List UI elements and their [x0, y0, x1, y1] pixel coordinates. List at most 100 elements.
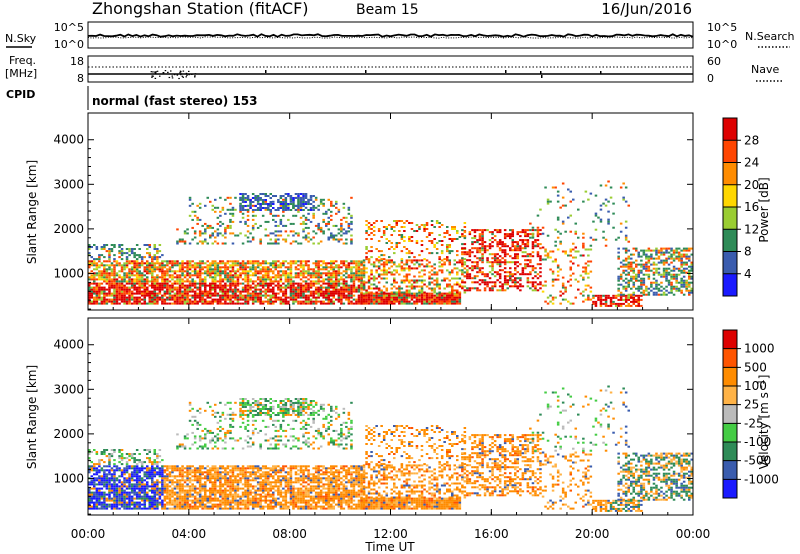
power-cell: [120, 266, 124, 269]
power-cell: [491, 273, 494, 276]
power-cell: [458, 269, 462, 272]
velocity-cell: [108, 487, 111, 490]
power-cell: [261, 294, 265, 297]
power-cell: [662, 267, 666, 270]
power-cell: [423, 226, 426, 229]
power-cell: [433, 246, 436, 249]
power-cell: [204, 282, 207, 285]
power-cell: [622, 285, 625, 288]
power-cell: [193, 290, 197, 293]
power-cell: [158, 276, 162, 279]
power-cell: [375, 294, 378, 297]
power-cell: [599, 208, 603, 211]
velocity-cell: [125, 497, 129, 500]
power-cell: [390, 302, 394, 305]
power-cell: [100, 254, 104, 257]
power-cell: [393, 279, 396, 282]
power-cell: [377, 292, 381, 295]
power-cell: [393, 252, 396, 255]
power-cell: [385, 226, 389, 229]
power-cell: [526, 285, 530, 288]
velocity-cell: [146, 487, 149, 490]
colorbar-swatch: [723, 251, 737, 275]
power-cell: [110, 280, 114, 283]
power-cell: [325, 298, 328, 301]
velocity-cell: [135, 487, 139, 490]
power-cell: [277, 207, 280, 210]
power-cell: [521, 247, 525, 250]
power-cell: [196, 270, 199, 273]
power-cell: [246, 209, 250, 212]
power-cell: [509, 271, 512, 274]
power-cell: [375, 296, 378, 299]
power-cell: [292, 240, 295, 243]
power-cell: [635, 287, 638, 290]
velocity-cell: [95, 487, 99, 490]
power-cell: [292, 276, 295, 279]
power-cell: [123, 288, 126, 291]
power-cell: [325, 264, 328, 267]
power-cell: [176, 270, 179, 273]
power-cell: [511, 275, 515, 278]
power-cell: [125, 300, 129, 303]
power-cell: [491, 289, 494, 292]
power-cell: [458, 285, 462, 288]
power-cell: [496, 229, 499, 232]
power-cell: [481, 281, 484, 284]
power-cell: [448, 244, 452, 247]
power-cell: [259, 300, 262, 303]
power-cell: [307, 201, 310, 204]
power-cell: [287, 274, 290, 277]
power-cell: [214, 240, 217, 243]
power-cell: [352, 284, 356, 287]
power-cell: [322, 278, 325, 281]
power-cell: [314, 260, 318, 263]
power-cell: [254, 284, 257, 287]
power-cell: [274, 209, 278, 212]
power-cell: [627, 285, 631, 288]
power-cell: [514, 285, 517, 288]
power-cell: [307, 240, 310, 243]
power-cell: [128, 298, 131, 301]
power-cell: [287, 218, 290, 221]
power-cell: [317, 290, 320, 293]
freq-scatter-point: [179, 70, 182, 72]
power-cell: [156, 266, 159, 269]
power-cell: [219, 262, 222, 265]
power-cell: [246, 262, 250, 265]
power-cell: [360, 296, 363, 299]
power-cell: [161, 260, 164, 263]
power-cell: [617, 289, 620, 292]
velocity-cell: [123, 489, 126, 492]
power-cell: [521, 273, 525, 276]
power-cell: [133, 288, 136, 291]
power-cell: [140, 258, 144, 261]
power-cell: [209, 294, 212, 297]
power-cell: [481, 245, 484, 248]
power-cell: [181, 240, 184, 243]
power-cell: [446, 296, 449, 299]
power-cell: [249, 207, 252, 210]
power-cell: [342, 262, 346, 265]
power-cell: [113, 280, 116, 283]
power-cell: [350, 278, 353, 281]
velocity-cell: [161, 493, 164, 496]
velocity-cell: [135, 503, 139, 506]
power-cell: [211, 292, 215, 295]
power-cell: [110, 248, 114, 251]
power-cell: [657, 261, 661, 264]
power-cell: [425, 296, 429, 299]
power-cell: [473, 229, 477, 232]
power-cell: [390, 259, 394, 262]
power-cell: [269, 290, 273, 293]
power-cell: [413, 259, 416, 262]
power-cell: [536, 235, 540, 238]
power-cell: [304, 226, 308, 229]
power-cell: [95, 286, 99, 289]
power-cell: [171, 284, 174, 287]
power-cell: [319, 292, 323, 295]
power-cell: [382, 267, 386, 270]
power-cell: [645, 273, 648, 276]
power-cell: [589, 286, 593, 289]
power-cell: [624, 289, 628, 292]
